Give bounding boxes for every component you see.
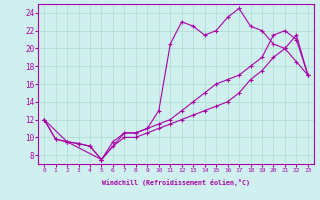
X-axis label: Windchill (Refroidissement éolien,°C): Windchill (Refroidissement éolien,°C)	[102, 179, 250, 186]
